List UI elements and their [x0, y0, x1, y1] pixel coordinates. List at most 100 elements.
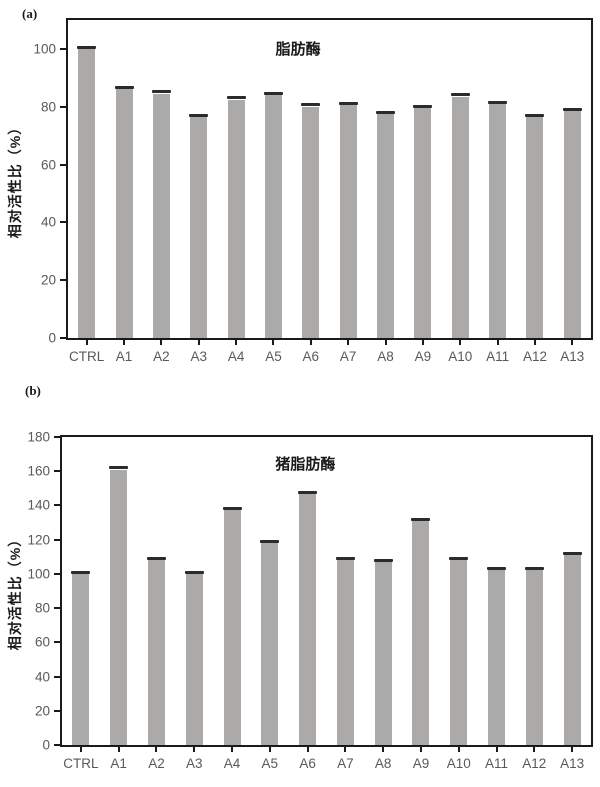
y-tick-mark [54, 607, 60, 610]
y-axis-label-a: 相对活性比（%） [7, 119, 23, 239]
x-tick-label: A5 [265, 349, 282, 364]
error-bar-cap [449, 557, 469, 561]
y-tick-mark [54, 504, 60, 507]
y-tick-mark [60, 47, 66, 50]
x-tick-mark [459, 340, 462, 345]
bar [72, 573, 90, 745]
x-tick-mark [193, 747, 196, 752]
y-tick-mark [54, 436, 60, 438]
x-tick-mark [160, 340, 163, 345]
x-tick-mark [419, 747, 422, 752]
bar [489, 103, 507, 338]
y-tick-label: 80 [40, 99, 56, 115]
error-bar-cap [109, 466, 129, 470]
y-tick-label: 180 [27, 429, 50, 445]
y-tick-label: 0 [48, 330, 56, 346]
x-tick-label: A5 [261, 756, 279, 771]
x-tick-mark [533, 340, 536, 345]
bar [115, 89, 133, 338]
error-bar-cap [263, 91, 283, 95]
error-bar-cap [146, 557, 166, 561]
y-tick-label: 0 [42, 737, 50, 753]
bar [227, 99, 245, 338]
y-tick-mark [54, 744, 60, 746]
x-tick-label: A6 [299, 756, 316, 771]
bar [339, 105, 357, 338]
x-tick-mark [85, 340, 88, 345]
x-tick-label: A12 [522, 349, 547, 364]
x-tick-label: A9 [412, 756, 430, 771]
y-tick-mark [54, 538, 60, 541]
error-bar-cap [488, 100, 508, 104]
error-bar-cap [189, 113, 209, 117]
x-tick-mark [235, 340, 238, 345]
bar [261, 543, 279, 745]
error-bar-cap [562, 107, 582, 111]
plot-area-a: 脂肪酶 [66, 18, 593, 340]
bar [525, 569, 543, 745]
x-tick-label: A8 [377, 349, 394, 364]
panel-a-tag: (a) [22, 6, 38, 21]
bar [147, 560, 165, 745]
x-tick-mark [347, 340, 350, 345]
y-tick-label: 160 [27, 463, 50, 479]
x-tick-mark [533, 747, 536, 752]
y-tick-mark [54, 709, 60, 712]
x-tick-label: A4 [227, 349, 245, 364]
y-tick-mark [54, 470, 60, 473]
bar [563, 111, 581, 338]
x-tick-mark [496, 340, 499, 345]
x-tick-mark [155, 747, 158, 752]
x-tick-mark [495, 747, 498, 752]
x-tick-label: A7 [339, 349, 357, 364]
x-tick-label: A3 [190, 349, 208, 364]
error-bar-cap [184, 570, 204, 574]
error-bar-cap [226, 96, 246, 100]
x-tick-label: A1 [115, 349, 133, 364]
x-tick-label: A13 [560, 349, 585, 364]
bar [185, 573, 203, 745]
y-tick-label: 20 [40, 272, 56, 288]
error-bar-cap [77, 45, 97, 49]
error-bar-cap [373, 558, 393, 562]
x-tick-label: A1 [110, 756, 127, 771]
error-bar-cap [298, 491, 318, 495]
bar [264, 95, 282, 338]
y-tick-label: 100 [33, 41, 56, 57]
y-tick-mark [60, 221, 66, 224]
error-bar-cap [487, 566, 507, 570]
x-tick-label: A8 [374, 756, 392, 771]
y-tick-mark [54, 675, 60, 678]
x-tick-mark [197, 340, 200, 345]
x-tick-label: A11 [486, 349, 510, 364]
x-tick-mark [79, 747, 82, 752]
bar [488, 569, 506, 745]
panel-b-tag: (b) [25, 383, 41, 398]
error-bar-cap [376, 110, 396, 114]
x-tick-label: A11 [485, 756, 509, 771]
error-bar-cap [411, 517, 431, 521]
x-tick-mark [309, 340, 312, 345]
x-tick-mark [457, 747, 460, 752]
y-tick-mark [54, 572, 60, 575]
bar [563, 555, 581, 745]
x-tick-mark [306, 747, 309, 752]
bar [152, 93, 170, 338]
x-tick-mark [117, 747, 120, 752]
bar [526, 116, 544, 338]
bar [190, 116, 208, 338]
y-tick-label: 20 [34, 703, 50, 719]
y-tick-mark [60, 337, 66, 339]
x-tick-label: A6 [302, 349, 320, 364]
x-tick-label: A12 [522, 756, 547, 771]
x-tick-mark [123, 340, 126, 345]
error-bar-cap [114, 86, 134, 90]
x-tick-label: A7 [337, 756, 354, 771]
y-tick-mark [54, 641, 60, 644]
error-bar-cap [151, 90, 171, 94]
y-axis-label-b: 相对活性比（%） [7, 531, 23, 651]
bar [110, 469, 128, 745]
x-tick-mark [571, 340, 574, 345]
chart-b-title: 猪脂肪酶 [275, 456, 336, 473]
x-tick-mark [421, 340, 424, 345]
